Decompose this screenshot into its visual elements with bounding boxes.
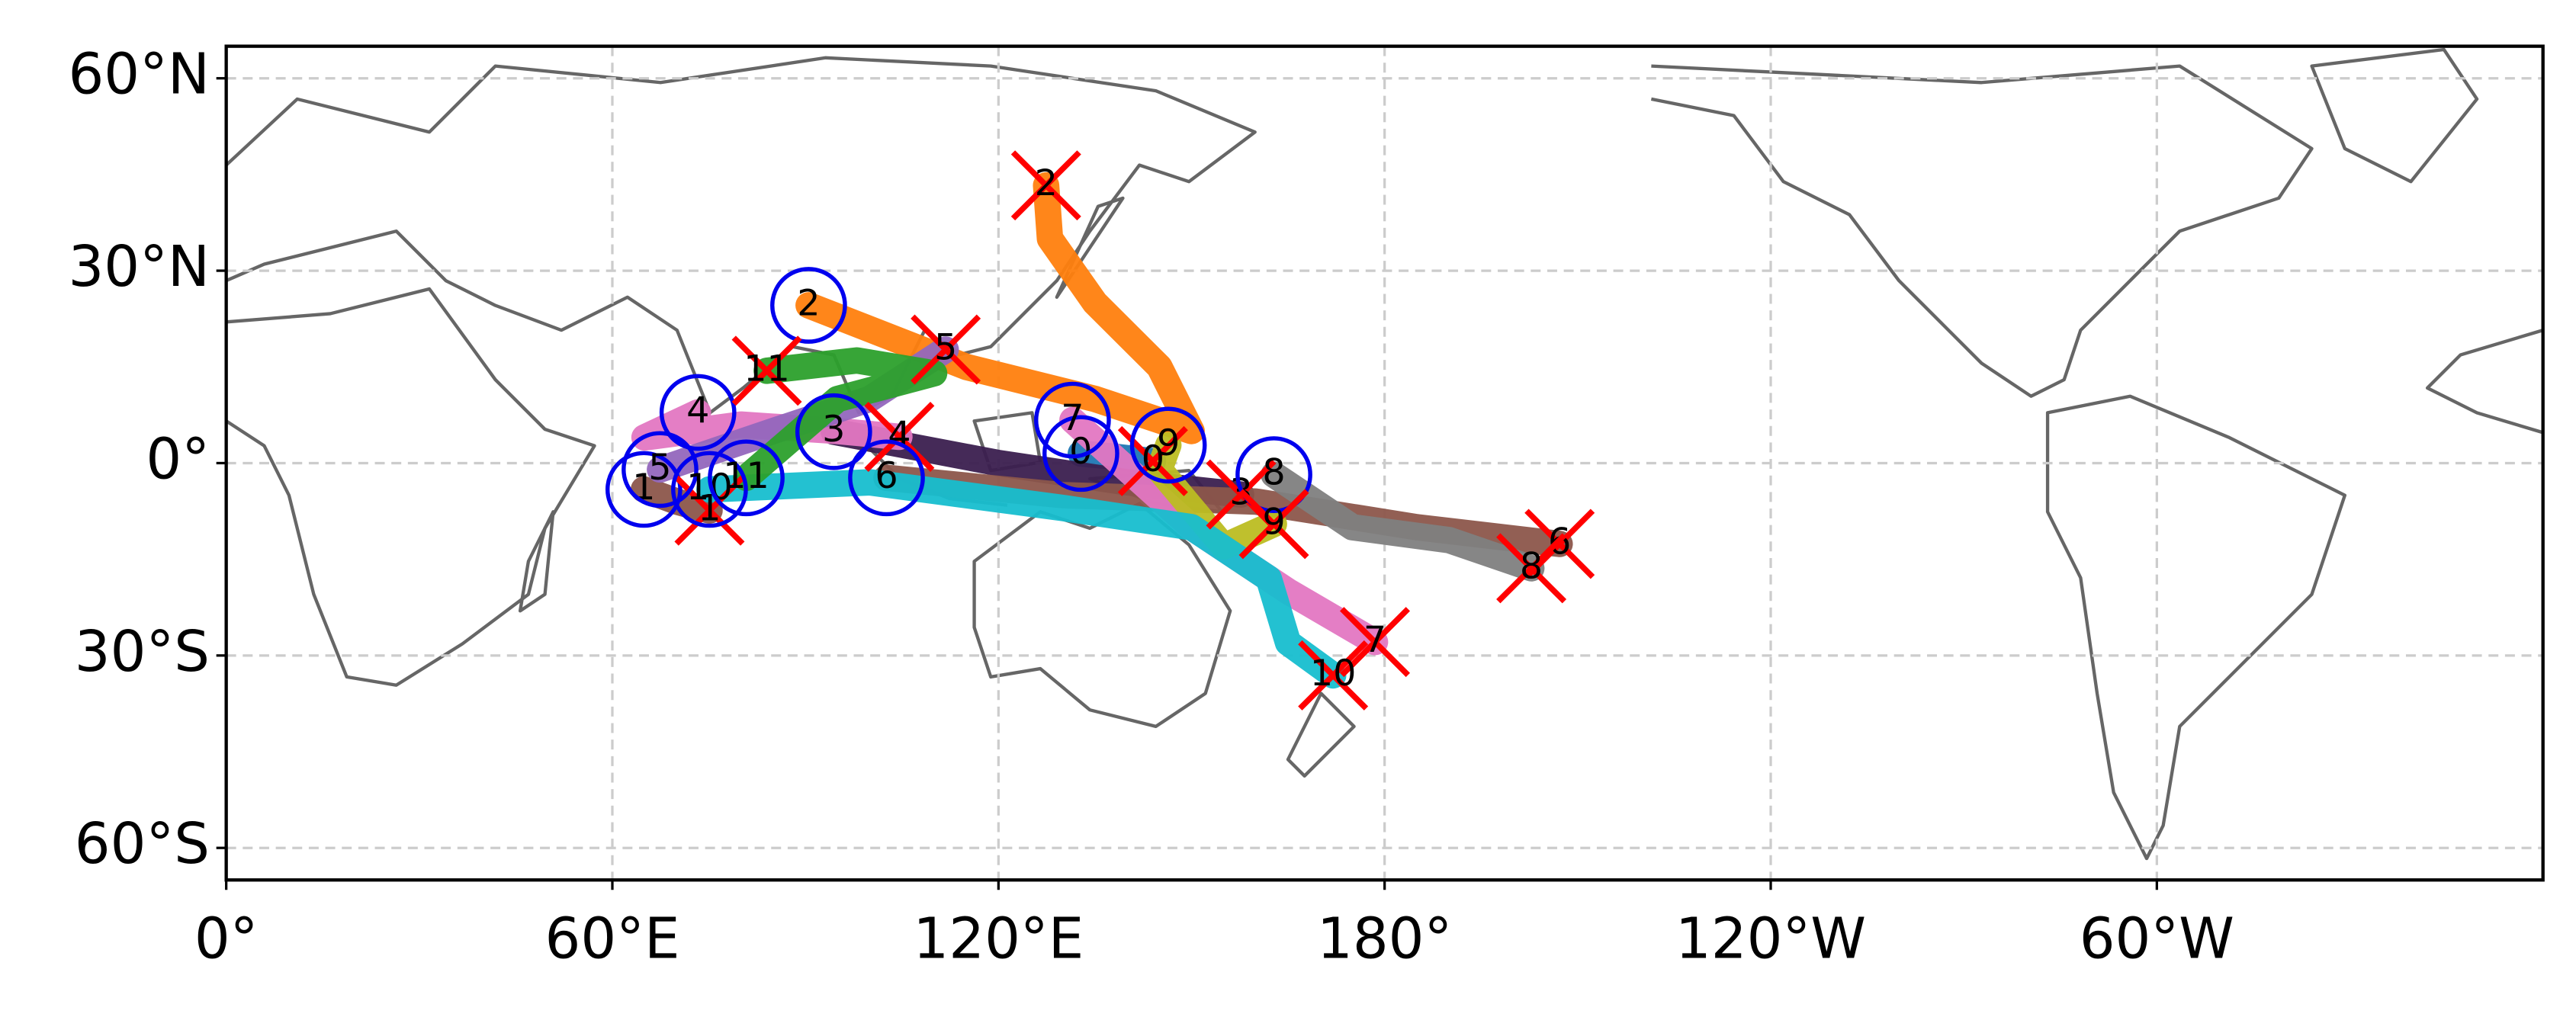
greenland — [2310, 47, 2479, 184]
end-label: 1 — [698, 488, 721, 530]
storm-track — [631, 399, 913, 451]
storm-track — [696, 469, 1347, 689]
x-tick-label: 180° — [1317, 907, 1452, 972]
end-label: 5 — [934, 327, 957, 369]
start-label: 2 — [797, 282, 820, 324]
track-start — [659, 374, 737, 451]
madagascar — [518, 510, 555, 613]
end-label: 7 — [1363, 619, 1386, 661]
start-label: 8 — [1262, 452, 1285, 494]
start-label: 9 — [1157, 422, 1180, 464]
north-america — [1650, 64, 2314, 398]
x-tick-label: 120°W — [1675, 907, 1866, 972]
end-label: 9 — [1262, 501, 1285, 543]
south-america — [2045, 394, 2347, 861]
y-tick-label: 60°S — [75, 812, 210, 877]
start-label: 5 — [648, 447, 671, 489]
track-end — [1340, 607, 1411, 678]
track-end — [1496, 533, 1567, 604]
storm-track — [1145, 432, 1287, 560]
africa — [225, 287, 596, 687]
end-label: 2 — [1035, 162, 1058, 204]
track-end — [674, 475, 745, 546]
end-label: 8 — [1520, 545, 1543, 587]
track-start — [708, 439, 785, 517]
track-start — [605, 451, 683, 528]
y-tick-label: 30°N — [68, 235, 210, 300]
y-tick-label: 0° — [146, 427, 210, 492]
y-tick-label: 30°S — [75, 620, 210, 685]
track-end — [1238, 489, 1309, 560]
y-tick-label: 60°N — [68, 43, 210, 107]
new-zealand — [1286, 691, 1356, 778]
track-start — [1042, 415, 1119, 492]
end-label: 10 — [1310, 653, 1357, 695]
start-label: 6 — [875, 455, 898, 497]
storm-track — [795, 172, 1205, 444]
track-end — [731, 335, 802, 406]
track-start — [770, 267, 847, 344]
australia — [972, 502, 1232, 729]
track-start — [1034, 381, 1111, 459]
start-label: 7 — [1061, 397, 1084, 439]
start-label: 3 — [822, 409, 845, 451]
west-africa — [2425, 329, 2544, 435]
track-end — [864, 401, 935, 472]
start-label: 11 — [723, 455, 769, 497]
x-tick-label: 120°E — [913, 907, 1084, 972]
x-tick-label: 0° — [194, 907, 259, 972]
storm-track — [1261, 461, 1545, 582]
storm-track — [733, 347, 948, 492]
track-start — [671, 451, 748, 528]
track-end — [911, 314, 981, 385]
track-start — [622, 431, 699, 508]
track-start — [1235, 436, 1312, 513]
x-tick-label: 60°E — [545, 907, 680, 972]
track-start — [848, 439, 925, 517]
track-start — [795, 393, 872, 470]
track-end — [1010, 150, 1081, 221]
track-end — [1298, 640, 1369, 711]
start-label: 4 — [686, 390, 709, 432]
track-start — [1129, 406, 1207, 484]
x-tick-label: 60°W — [2080, 907, 2234, 972]
end-label: 11 — [744, 348, 790, 390]
